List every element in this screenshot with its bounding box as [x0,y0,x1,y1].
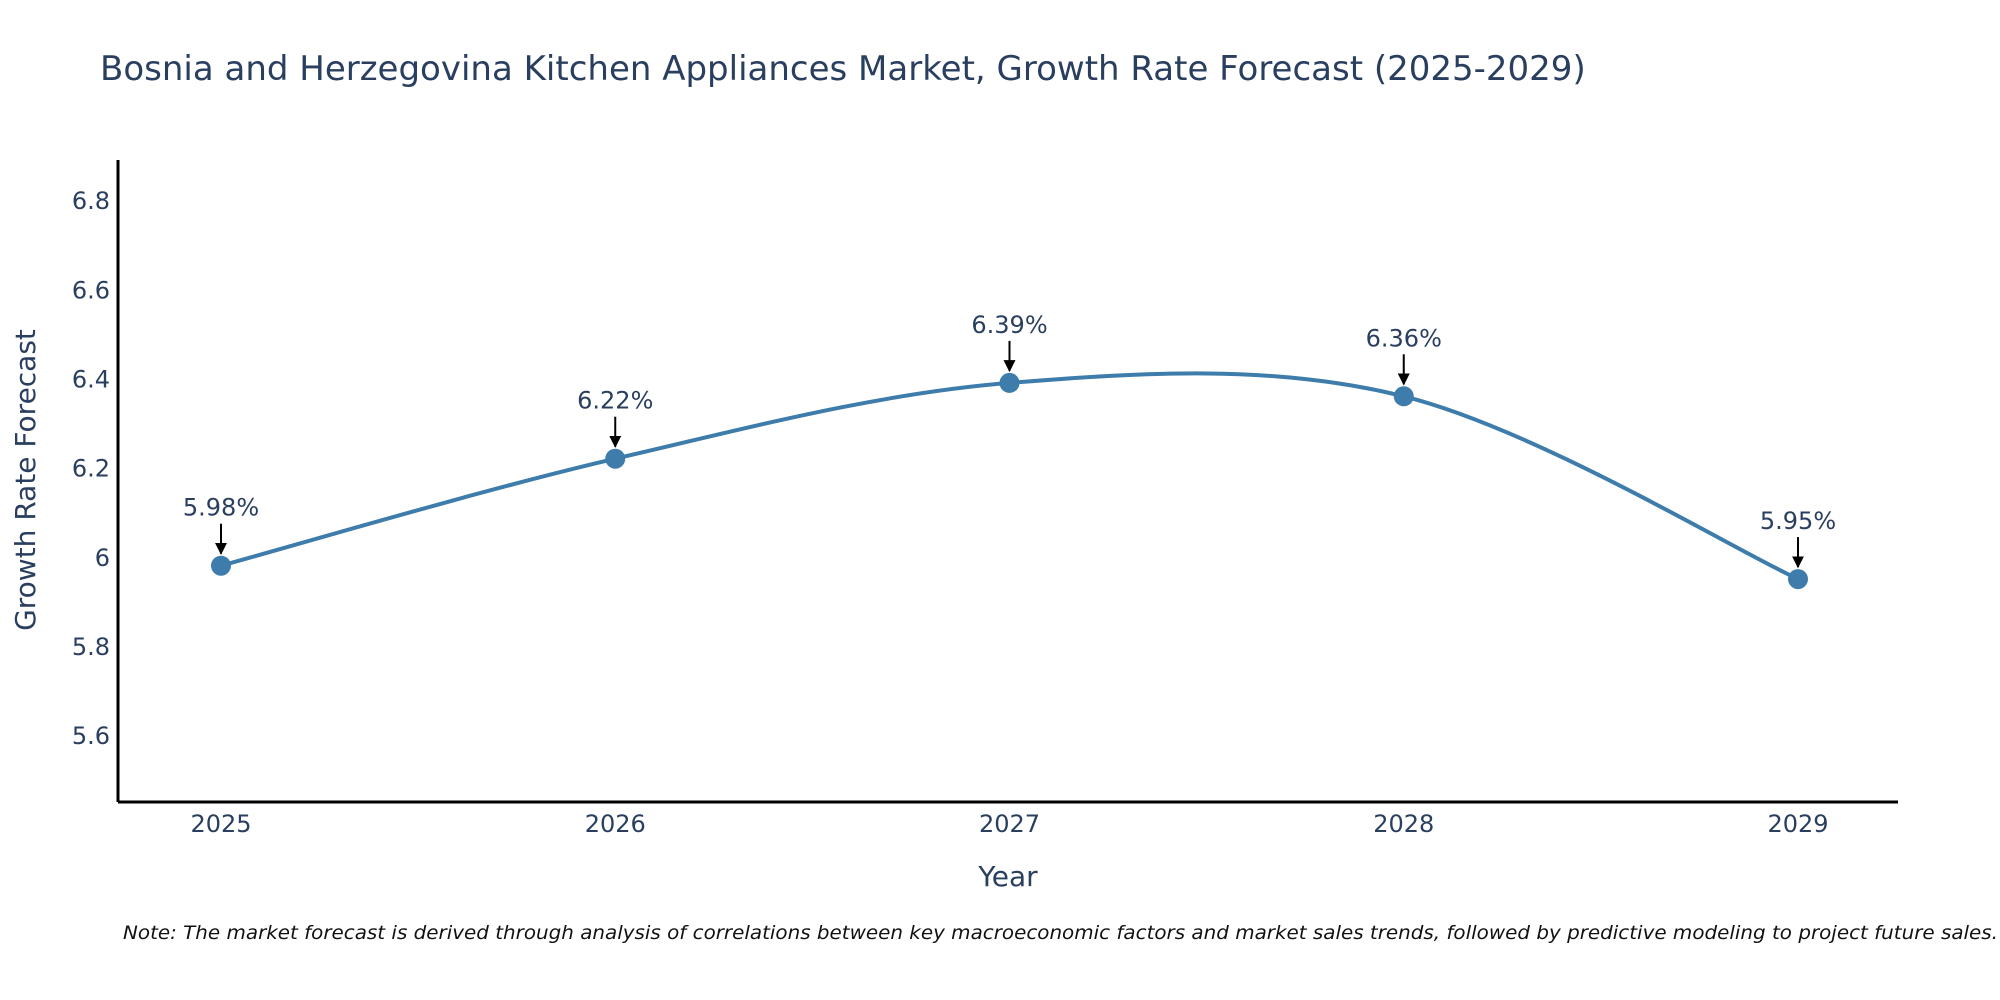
data-label: 6.22% [577,387,653,415]
y-tick-labels: 5.6 5.8 6 6.2 6.4 6.6 6.8 [72,187,110,750]
data-label: 5.98% [183,494,259,522]
data-label: 6.39% [971,311,1047,339]
chart-title: Bosnia and Herzegovina Kitchen Appliance… [100,49,1586,89]
x-tick-label: 2027 [979,810,1040,838]
data-label: 5.95% [1760,507,1836,535]
y-axis-title: Growth Rate Forecast [9,329,42,631]
data-point [1393,386,1414,407]
y-tick-label: 6.8 [72,187,110,215]
footnote: Note: The market forecast is derived thr… [123,922,1998,944]
y-tick-label: 6.6 [72,276,110,304]
data-point [211,555,231,576]
data-point [605,448,626,469]
x-tick-label: 2025 [190,810,251,838]
x-tick-labels: 2025 2026 2027 2028 2029 [190,810,1828,838]
data-points [211,372,1808,590]
data-point [1788,569,1808,590]
y-tick-label: 5.8 [72,633,110,661]
x-tick-label: 2028 [1373,810,1434,838]
x-tick-label: 2026 [585,810,646,838]
data-annotations: 5.98% 6.22% 6.39% 6.36% 5.95% [183,311,1836,569]
y-tick-label: 6.4 [72,365,110,393]
x-tick-label: 2029 [1767,810,1828,838]
data-point [999,372,1020,393]
y-tick-label: 5.6 [72,722,110,750]
y-tick-label: 6.2 [72,455,110,483]
series-line [220,371,1799,581]
y-tick-label: 6 [95,544,110,572]
data-label: 6.36% [1366,324,1442,352]
x-axis-title: Year [977,860,1038,893]
